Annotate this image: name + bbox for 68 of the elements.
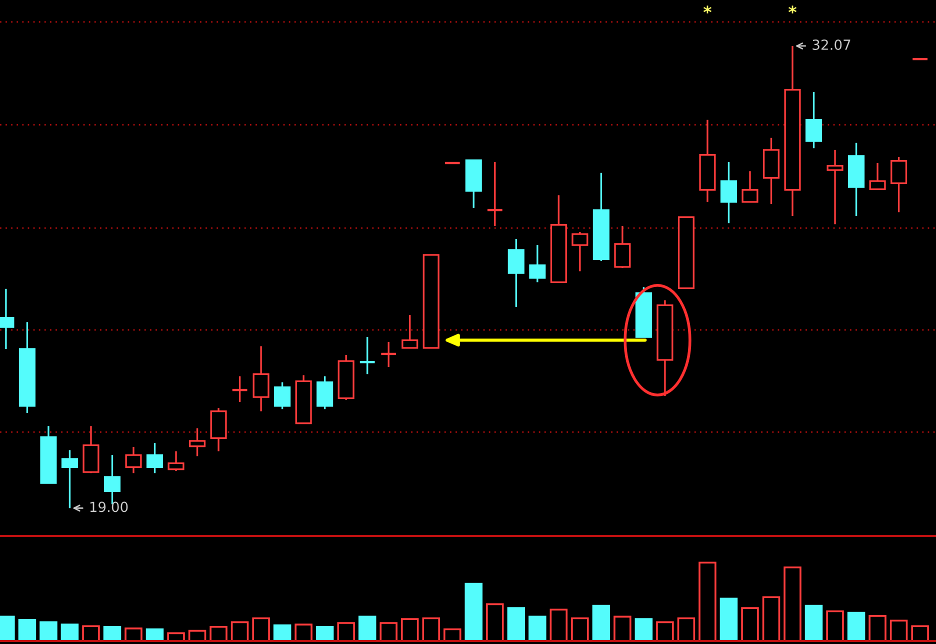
candlestick — [168, 450, 184, 472]
text: * — [788, 6, 797, 14]
candlestick — [402, 314, 418, 349]
candlestick — [720, 161, 738, 224]
bar — [358, 616, 376, 641]
candlestick — [125, 446, 142, 474]
candlestick — [380, 341, 398, 368]
bar — [614, 616, 632, 641]
bar — [826, 610, 844, 641]
candlestick — [146, 442, 164, 474]
bar — [422, 617, 440, 641]
bar — [400, 618, 419, 641]
bar — [847, 612, 866, 641]
candlestick — [231, 375, 248, 403]
bar — [868, 615, 886, 641]
candlestick — [614, 225, 631, 269]
bar — [60, 624, 79, 641]
bar — [890, 620, 908, 641]
bar — [103, 626, 122, 641]
candlestick — [274, 381, 291, 410]
bar — [528, 616, 546, 641]
candlestick — [508, 238, 524, 308]
bar — [550, 608, 568, 641]
bar — [252, 617, 270, 641]
bar — [762, 596, 780, 641]
candlestick — [316, 375, 334, 410]
bar — [486, 603, 504, 641]
bar — [464, 582, 483, 641]
bar — [804, 604, 823, 641]
bar — [294, 624, 312, 641]
bar — [784, 566, 802, 641]
bar — [380, 622, 398, 641]
candlestick — [486, 161, 504, 227]
bar — [656, 621, 674, 641]
bar — [146, 628, 164, 641]
candlestick — [805, 91, 822, 149]
bar — [911, 625, 929, 641]
bar — [188, 630, 206, 641]
bar — [571, 617, 589, 641]
candlestick — [358, 336, 376, 375]
annotation: 32.07 — [812, 39, 850, 50]
annotation: 19.00 — [90, 502, 128, 512]
bar — [634, 618, 653, 641]
bar — [273, 624, 292, 641]
bar — [210, 626, 228, 641]
bar — [677, 617, 696, 641]
candlestick — [826, 149, 844, 226]
bar — [337, 622, 355, 641]
candlestick — [252, 345, 270, 412]
bar — [720, 598, 738, 641]
candlestick — [189, 427, 206, 457]
text: * — [703, 6, 712, 14]
bar — [698, 562, 716, 641]
bar — [124, 628, 142, 641]
bar — [741, 607, 759, 641]
bar — [592, 604, 610, 641]
bar — [444, 628, 462, 641]
candlestick — [572, 231, 588, 272]
candlestick — [529, 244, 546, 284]
bar — [507, 607, 526, 641]
bar — [316, 626, 334, 641]
candlestick — [869, 162, 886, 190]
bar — [82, 625, 100, 641]
bar — [40, 621, 58, 641]
bar — [18, 618, 36, 641]
bar — [230, 621, 249, 641]
candlestick — [890, 156, 908, 213]
candlestick — [742, 170, 758, 203]
